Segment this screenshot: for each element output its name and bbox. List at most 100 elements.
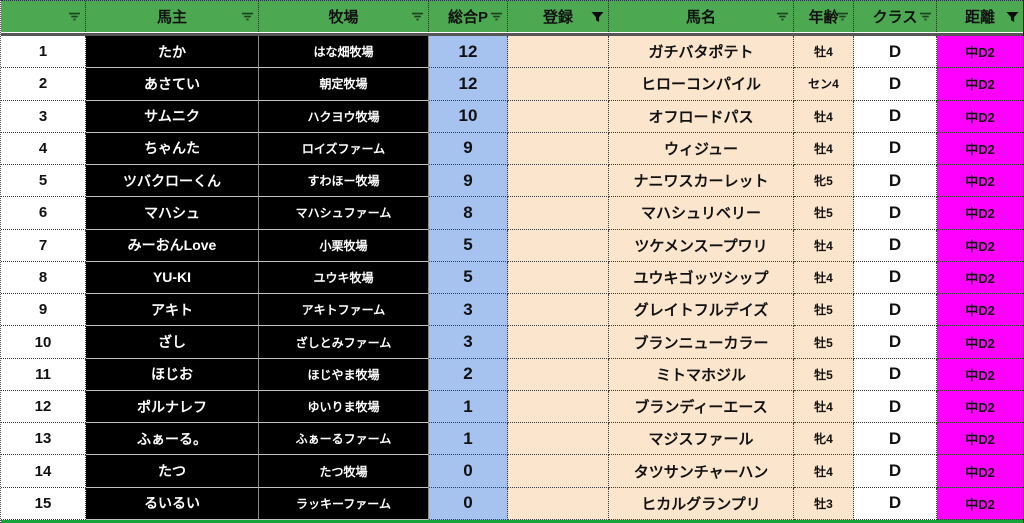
- registration-cell[interactable]: [508, 487, 609, 520]
- class-cell[interactable]: D: [854, 358, 937, 391]
- farm-cell[interactable]: ハクヨウ牧場: [259, 100, 429, 133]
- age-cell[interactable]: 牡5: [794, 294, 854, 327]
- age-cell[interactable]: 牝5: [794, 165, 854, 198]
- total-points-cell[interactable]: 1: [429, 423, 508, 456]
- total-points-cell[interactable]: 5: [429, 229, 508, 262]
- filter-dropdown-icon[interactable]: [67, 10, 82, 23]
- total-points-cell[interactable]: 12: [429, 36, 508, 69]
- owner-cell[interactable]: ほじお: [86, 358, 259, 391]
- row-number-cell[interactable]: 13: [1, 423, 86, 456]
- filter-dropdown-icon[interactable]: [240, 10, 255, 23]
- total-points-cell[interactable]: 12: [429, 68, 508, 101]
- row-number-cell[interactable]: 14: [1, 455, 86, 488]
- total-points-cell[interactable]: 2: [429, 358, 508, 391]
- distance-cell[interactable]: 中D2: [937, 423, 1023, 456]
- class-cell[interactable]: D: [854, 36, 937, 69]
- class-cell[interactable]: D: [854, 229, 937, 262]
- farm-cell[interactable]: すわほー牧場: [259, 165, 429, 198]
- column-header-blank[interactable]: [1, 1, 86, 32]
- column-header-farm[interactable]: 牧場: [259, 1, 429, 32]
- owner-cell[interactable]: みーおんLove: [86, 229, 259, 262]
- class-cell[interactable]: D: [854, 326, 937, 359]
- age-cell[interactable]: 牡4: [794, 261, 854, 295]
- farm-cell[interactable]: ロイズファーム: [259, 132, 429, 166]
- column-header-horse-name[interactable]: 馬名: [609, 1, 794, 32]
- registration-cell[interactable]: [508, 294, 609, 327]
- row-number-cell[interactable]: 12: [1, 390, 86, 424]
- owner-cell[interactable]: YU-KI: [86, 261, 259, 295]
- column-header-owner[interactable]: 馬主: [86, 1, 259, 32]
- registration-cell[interactable]: [508, 229, 609, 262]
- total-points-cell[interactable]: 3: [429, 326, 508, 359]
- class-cell[interactable]: D: [854, 455, 937, 488]
- horse-name-cell[interactable]: ツケメンスープワリ: [609, 229, 794, 262]
- class-cell[interactable]: D: [854, 165, 937, 198]
- total-points-cell[interactable]: 1: [429, 390, 508, 424]
- distance-cell[interactable]: 中D2: [937, 197, 1023, 230]
- farm-cell[interactable]: 小栗牧場: [259, 229, 429, 262]
- age-cell[interactable]: 牝4: [794, 423, 854, 456]
- age-cell[interactable]: 牡4: [794, 229, 854, 262]
- registration-cell[interactable]: [508, 423, 609, 456]
- distance-cell[interactable]: 中D2: [937, 487, 1023, 520]
- owner-cell[interactable]: サムニク: [86, 100, 259, 133]
- horse-name-cell[interactable]: グレイトフルデイズ: [609, 294, 794, 327]
- farm-cell[interactable]: はな畑牧場: [259, 36, 429, 69]
- owner-cell[interactable]: あさてい: [86, 68, 259, 101]
- owner-cell[interactable]: ふぁーる。: [86, 423, 259, 456]
- age-cell[interactable]: 牡5: [794, 326, 854, 359]
- column-header-age[interactable]: 年齢: [794, 1, 854, 32]
- age-cell[interactable]: 牡5: [794, 358, 854, 391]
- horse-name-cell[interactable]: ヒカルグランプリ: [609, 487, 794, 520]
- row-number-cell[interactable]: 11: [1, 358, 86, 391]
- row-number-cell[interactable]: 4: [1, 132, 86, 166]
- age-cell[interactable]: 牡3: [794, 487, 854, 520]
- filter-active-funnel-icon[interactable]: [590, 10, 605, 23]
- distance-cell[interactable]: 中D2: [937, 455, 1023, 488]
- farm-cell[interactable]: ふぁーるファーム: [259, 423, 429, 456]
- farm-cell[interactable]: ゆいりま牧場: [259, 390, 429, 424]
- total-points-cell[interactable]: 9: [429, 165, 508, 198]
- horse-name-cell[interactable]: ユウキゴッツシップ: [609, 261, 794, 295]
- farm-cell[interactable]: 朝定牧場: [259, 68, 429, 101]
- horse-name-cell[interactable]: タツサンチャーハン: [609, 455, 794, 488]
- row-number-cell[interactable]: 9: [1, 294, 86, 327]
- row-number-cell[interactable]: 3: [1, 100, 86, 133]
- registration-cell[interactable]: [508, 165, 609, 198]
- age-cell[interactable]: 牡5: [794, 197, 854, 230]
- total-points-cell[interactable]: 8: [429, 197, 508, 230]
- horse-name-cell[interactable]: ブランニューカラー: [609, 326, 794, 359]
- class-cell[interactable]: D: [854, 132, 937, 166]
- filter-active-funnel-icon[interactable]: [1005, 10, 1020, 23]
- distance-cell[interactable]: 中D2: [937, 390, 1023, 424]
- farm-cell[interactable]: ユウキ牧場: [259, 261, 429, 295]
- horse-name-cell[interactable]: ウィジュー: [609, 132, 794, 166]
- column-header-distance[interactable]: 距離: [937, 1, 1023, 32]
- row-number-cell[interactable]: 6: [1, 197, 86, 230]
- age-cell[interactable]: 牡4: [794, 100, 854, 133]
- filter-dropdown-icon[interactable]: [835, 10, 850, 23]
- farm-cell[interactable]: アキトファーム: [259, 294, 429, 327]
- owner-cell[interactable]: たか: [86, 36, 259, 69]
- row-number-cell[interactable]: 2: [1, 68, 86, 101]
- horse-name-cell[interactable]: ヒローコンパイル: [609, 68, 794, 101]
- owner-cell[interactable]: ざし: [86, 326, 259, 359]
- owner-cell[interactable]: ツバクローくん: [86, 165, 259, 198]
- distance-cell[interactable]: 中D2: [937, 100, 1023, 133]
- distance-cell[interactable]: 中D2: [937, 132, 1023, 166]
- total-points-cell[interactable]: 9: [429, 132, 508, 166]
- row-number-cell[interactable]: 10: [1, 326, 86, 359]
- row-number-cell[interactable]: 7: [1, 229, 86, 262]
- farm-cell[interactable]: ざしとみファーム: [259, 326, 429, 359]
- horse-name-cell[interactable]: マハシュリベリー: [609, 197, 794, 230]
- farm-cell[interactable]: マハシュファーム: [259, 197, 429, 230]
- registration-cell[interactable]: [508, 197, 609, 230]
- distance-cell[interactable]: 中D2: [937, 68, 1023, 101]
- total-points-cell[interactable]: 0: [429, 455, 508, 488]
- age-cell[interactable]: 牡4: [794, 36, 854, 69]
- filter-dropdown-icon[interactable]: [410, 10, 425, 23]
- farm-cell[interactable]: ラッキーファーム: [259, 487, 429, 520]
- owner-cell[interactable]: アキト: [86, 294, 259, 327]
- filter-dropdown-icon[interactable]: [489, 10, 504, 23]
- registration-cell[interactable]: [508, 455, 609, 488]
